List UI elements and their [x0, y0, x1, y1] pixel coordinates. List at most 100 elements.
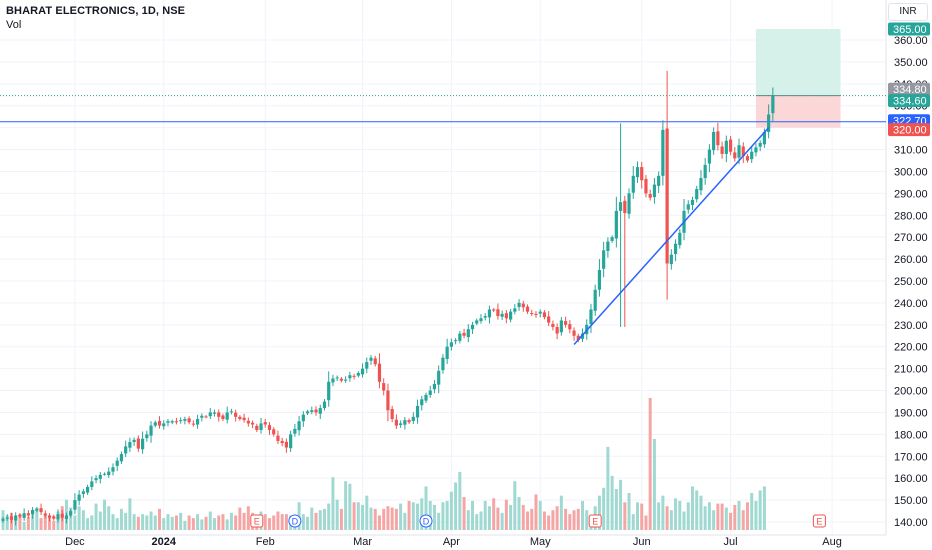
candle-body [18, 514, 22, 517]
candle-body [606, 241, 610, 251]
volume-bar [437, 512, 441, 530]
y-tick-label: 190.00 [894, 407, 928, 419]
volume-bar [229, 512, 233, 530]
volume-bar [166, 514, 170, 530]
volume-bars [1, 398, 766, 530]
volume-bar [115, 518, 119, 530]
volume-bar [674, 498, 678, 530]
candle-body [445, 346, 449, 359]
volume-bar [124, 512, 128, 530]
candle-body [771, 95, 775, 114]
candle-body [43, 513, 47, 516]
candle-body [335, 377, 339, 379]
candle-body [314, 409, 318, 413]
volume-bar [538, 500, 542, 530]
volume-bar [200, 519, 204, 530]
candle-body [551, 323, 555, 328]
y-tick-label: 240.00 [894, 298, 928, 310]
volume-bar [661, 495, 665, 530]
y-tick-label: 350.00 [894, 57, 928, 69]
volume-bar [103, 499, 107, 530]
trendline[interactable] [573, 127, 770, 346]
volume-bar [745, 502, 749, 530]
candle-body [449, 342, 453, 347]
volume-bar [306, 516, 310, 530]
volume-bar [26, 516, 30, 530]
volume-bar [183, 520, 187, 530]
candle-body [737, 145, 741, 158]
volume-bar [665, 506, 669, 530]
dividend-marker[interactable]: D [288, 514, 302, 528]
volume-bar [640, 503, 644, 530]
candle-body [280, 440, 284, 444]
volume-bar [712, 510, 716, 530]
event-marker-shape [288, 514, 302, 528]
volume-bar [77, 506, 81, 530]
x-tick-label: Mar [353, 536, 372, 548]
volume-bar [35, 507, 39, 530]
candle-body [534, 313, 538, 315]
volume-bar [686, 502, 690, 530]
candle-body [94, 478, 98, 481]
volume-bar [678, 500, 682, 530]
grid [0, 0, 887, 536]
candle-body [415, 405, 420, 418]
volume-bar [547, 515, 551, 530]
earnings-marker[interactable]: E [588, 514, 602, 528]
earnings-marker[interactable]: E [812, 514, 826, 528]
candle-body [119, 454, 124, 462]
volume-bar [682, 511, 686, 530]
candle-body [284, 441, 289, 448]
volume-bar [572, 510, 576, 530]
volume-bar [377, 515, 381, 530]
candle-body [360, 368, 365, 375]
volume-bar [652, 438, 656, 530]
candle-body [276, 435, 280, 441]
volume-bar [331, 477, 335, 530]
volume-bar [471, 500, 475, 530]
candle-body [644, 178, 648, 194]
volume-bar [411, 502, 415, 530]
earnings-marker[interactable]: E [250, 514, 264, 528]
candle-body [26, 513, 30, 516]
volume-bar [669, 510, 673, 530]
volume-bar [361, 504, 365, 530]
candle-body [623, 200, 627, 214]
volume-bar [158, 508, 162, 530]
volume-bar [559, 495, 563, 530]
currency-button[interactable]: INR [888, 3, 928, 21]
volume-bar [86, 518, 90, 530]
x-tick-label: Jun [633, 536, 651, 548]
volume-bar [310, 507, 314, 530]
candle-body [657, 175, 661, 186]
candle-body [559, 320, 563, 333]
volume-bar [145, 515, 149, 530]
candle-body [60, 513, 64, 518]
volume-bar [221, 514, 225, 530]
candle-body [496, 309, 500, 317]
event-marker-label: E [254, 517, 260, 527]
horizontal-lines[interactable] [0, 95, 886, 123]
candle-body [293, 428, 297, 434]
volume-bar [365, 495, 369, 530]
dividend-marker[interactable]: D [419, 514, 433, 528]
y-tick-label: 250.00 [894, 276, 928, 288]
candle-body [492, 309, 496, 311]
volume-bar [526, 511, 530, 530]
price-tag [888, 82, 930, 96]
x-tick-label: Apr [443, 536, 460, 548]
candle-body [331, 378, 335, 383]
candle-body [22, 513, 26, 518]
volume-bar [517, 497, 521, 530]
volume-bar [432, 504, 436, 530]
candle-body [767, 114, 771, 133]
candle-body [305, 411, 310, 414]
volume-bar [729, 512, 733, 530]
candle-body [73, 500, 77, 510]
volume-bar [521, 504, 525, 530]
candle-body [90, 481, 94, 487]
volume-bar [39, 518, 43, 530]
volume-bar [509, 504, 513, 530]
